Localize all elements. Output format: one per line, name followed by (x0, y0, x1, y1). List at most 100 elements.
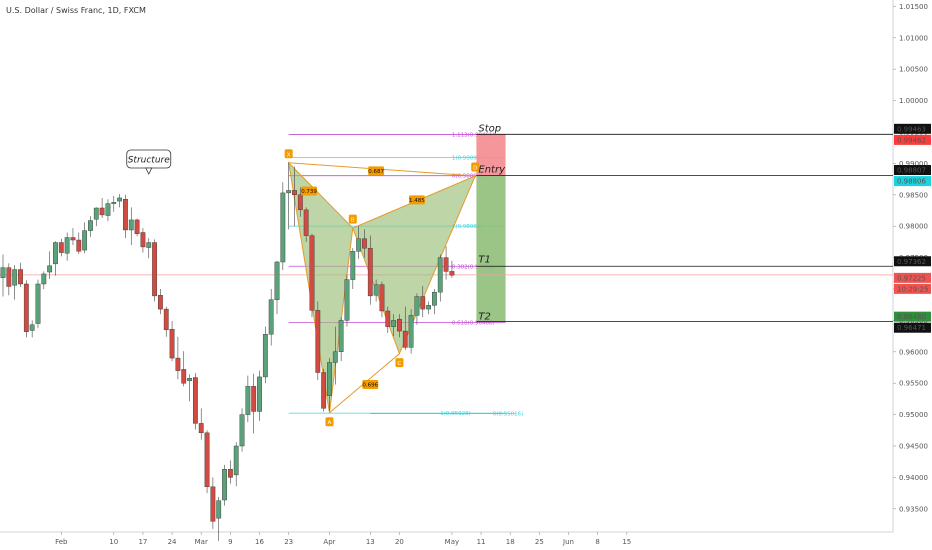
candle-body (152, 242, 157, 297)
pattern-point-d: D (471, 162, 480, 172)
pattern-point-badge (348, 214, 357, 224)
candle (233, 442, 239, 487)
candle (181, 351, 187, 387)
candle (187, 374, 192, 402)
y-tick-label: 0.95000 (899, 411, 928, 419)
pattern-point-badge (284, 149, 293, 159)
candle-body (303, 209, 309, 236)
pattern-point-label: B (351, 218, 355, 224)
candle (18, 262, 23, 288)
candle-body (29, 324, 35, 331)
stop-zone (476, 134, 506, 176)
candle (105, 199, 111, 222)
candle-body (385, 310, 391, 327)
x-tick-label: 13 (366, 538, 375, 546)
candle-body (18, 269, 23, 285)
price-tag-label: 0.99462 (897, 136, 926, 144)
price-tag-label: 10:29:25 (897, 285, 928, 293)
candle-body (286, 190, 292, 194)
candle (239, 408, 245, 452)
candle-body (192, 377, 198, 424)
candle (158, 289, 163, 315)
candle (6, 263, 12, 296)
candle-body (292, 190, 297, 196)
candle-body (414, 296, 420, 316)
candle (362, 229, 367, 258)
candle (163, 306, 169, 337)
pattern-point-x: X (284, 149, 293, 159)
ratio-label: 0.696 (362, 382, 378, 388)
t2-label: T2 (478, 312, 490, 323)
candle (408, 309, 414, 354)
price-tag-bg (894, 311, 931, 322)
candle (140, 228, 146, 253)
level-label: 1.113(0.99461) (452, 132, 495, 138)
candle-body (64, 237, 70, 254)
level-label: 0.382(0.97362) (452, 264, 495, 270)
candle (210, 477, 216, 529)
candle (402, 306, 408, 350)
candle (111, 196, 117, 212)
ratio-label: 1.485 (409, 198, 425, 204)
x-tick-label: 9 (228, 538, 232, 546)
chart-title: U.S. Dollar / Swiss Franc, 1D, FXCM (6, 6, 146, 15)
pattern-point-label: D (473, 165, 477, 171)
structure-callout: Structure (126, 149, 172, 175)
y-tick-label: 1.01000 (899, 34, 928, 42)
candle (367, 235, 373, 305)
candle-body (262, 334, 268, 378)
y-tick-label: 0.96000 (899, 348, 928, 356)
x-tick-label: 23 (284, 538, 293, 546)
ratio-badge: 0.696 (362, 379, 379, 389)
candle-body (449, 271, 455, 276)
candle (297, 187, 303, 217)
target-zone (476, 175, 506, 322)
candle-body (198, 423, 204, 434)
price-tag-label: 0.97225 (897, 274, 926, 282)
candle (222, 464, 227, 506)
price-tag-bg (894, 165, 931, 176)
pattern-point-c: C (395, 358, 404, 368)
candle (146, 238, 152, 259)
candle-body (210, 486, 216, 522)
candle-body (99, 207, 105, 216)
x-tick-label: Feb (55, 538, 68, 546)
ratio-badge-bg (408, 195, 425, 205)
candle-body (169, 328, 175, 359)
candle (245, 375, 251, 423)
x-tick-label: 17 (138, 538, 147, 546)
candle-body (367, 247, 373, 297)
candle (356, 226, 362, 259)
pattern-point-badge (471, 162, 480, 172)
candle (23, 280, 29, 338)
candle (280, 182, 286, 271)
candle (192, 373, 198, 430)
pattern-point-label: C (398, 361, 402, 367)
candle-body (181, 369, 187, 384)
candle (373, 279, 379, 302)
candle-body (309, 235, 315, 311)
price-tag: 10:29:25 (894, 283, 931, 294)
candle (262, 326, 268, 384)
price-tag-label: 0.96480 (897, 313, 926, 321)
candle-body (332, 351, 338, 363)
price-tag: 0.97362 (894, 256, 931, 267)
candle (175, 336, 181, 380)
candle-body (251, 386, 257, 412)
candle (35, 279, 41, 328)
candle-body (227, 469, 233, 478)
price-tag-bg (894, 123, 931, 134)
candle (315, 301, 321, 381)
candle (12, 265, 18, 300)
candle (391, 314, 397, 337)
y-tick-label: 1.01500 (899, 3, 928, 11)
x-tick-label: 8 (595, 538, 599, 546)
y-tick-label: 1.00500 (899, 66, 928, 74)
level-label: 1(0.99092) (452, 156, 483, 162)
price-tag-label: 0.99463 (897, 125, 926, 133)
candle-body (53, 242, 58, 265)
price-tag-bg (894, 134, 931, 145)
candle (321, 368, 327, 412)
level-label: 1(0.98001) (452, 224, 483, 230)
